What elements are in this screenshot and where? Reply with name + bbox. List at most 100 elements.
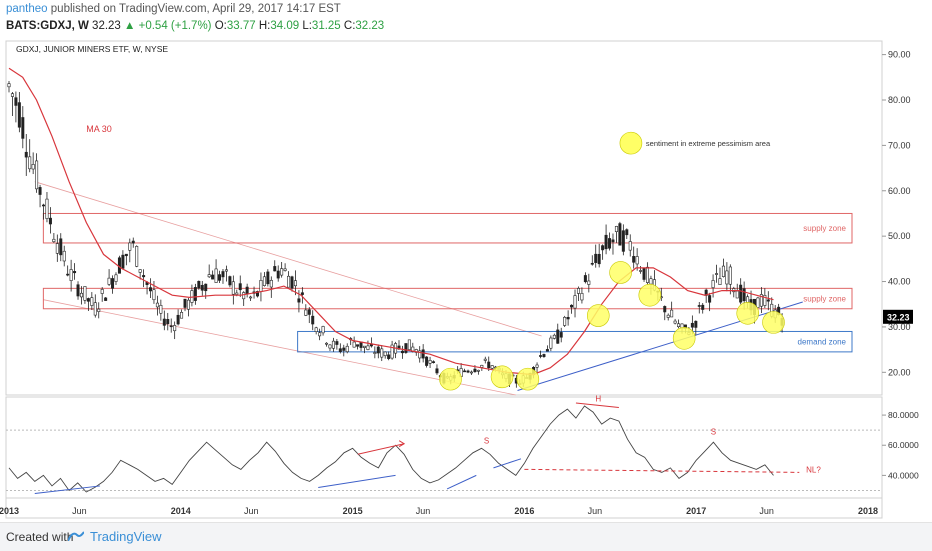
candle-body: [362, 345, 366, 348]
ma-label: MA 30: [86, 124, 112, 134]
author-link[interactable]: pantheo: [6, 3, 48, 15]
shoulder-left-label: S: [484, 437, 489, 446]
candle-body: [69, 269, 73, 281]
candle-body: [404, 343, 408, 353]
candle-body: [93, 302, 97, 316]
candle-body: [763, 295, 767, 306]
candle-body: [611, 239, 615, 243]
oscillator-trendline: [446, 474, 477, 490]
sentiment-marker: [439, 367, 462, 391]
candle-body: [183, 298, 187, 308]
candle-body: [128, 242, 132, 251]
candle-body: [480, 364, 484, 368]
candle-body: [55, 243, 59, 254]
candle-body: [293, 280, 297, 287]
candle-body: [614, 226, 618, 232]
candle-body: [200, 284, 204, 291]
time-tick-label: Jun: [588, 506, 603, 516]
candle-body: [597, 253, 601, 265]
candle-body: [721, 265, 725, 277]
candle-body: [539, 355, 543, 357]
candle-body: [38, 187, 42, 195]
candle-body: [193, 287, 197, 301]
candle-body: [535, 364, 539, 368]
candle-body: [718, 278, 722, 286]
candle-body: [97, 308, 101, 312]
candle-body: [155, 302, 159, 308]
high-label: H:: [258, 20, 271, 32]
candle-body: [473, 368, 477, 373]
price-tick-label: 90.00: [888, 50, 911, 60]
created-with-text: Created with: [6, 530, 74, 544]
time-tick-label: 2014: [171, 506, 191, 516]
candle-body: [73, 271, 77, 274]
candle-body: [428, 359, 432, 364]
last-price-tag: [883, 309, 913, 324]
close-label: C:: [343, 20, 356, 32]
candle-body: [218, 274, 222, 281]
last-price: 32.23: [92, 20, 121, 32]
candle-body: [197, 280, 201, 289]
zone-rect: [297, 330, 853, 353]
candle-body: [166, 319, 170, 325]
candle-body: [24, 151, 28, 158]
time-tick-label: 2013: [0, 506, 19, 516]
candle-body: [287, 275, 291, 288]
candle-body: [587, 280, 591, 285]
candle-body: [142, 275, 146, 278]
candle-body: [224, 269, 228, 272]
candle-body: [766, 299, 770, 302]
candle-body: [380, 348, 384, 358]
candle-body: [628, 241, 632, 251]
candle-body: [31, 164, 35, 170]
candle-body: [711, 280, 715, 288]
candle-body: [21, 117, 25, 139]
candle-body: [76, 284, 80, 297]
price-tick-label: 70.00: [888, 140, 911, 150]
sentiment-marker: [516, 367, 540, 391]
candle-body: [694, 320, 698, 328]
candle-body: [559, 332, 563, 338]
candle-body: [111, 278, 115, 289]
price-tick-label: 20.00: [888, 367, 911, 377]
symbol-label: BATS:GDXJ, W: [6, 20, 89, 32]
candle-body: [325, 342, 329, 345]
candle-body: [621, 230, 625, 252]
candle-body: [100, 289, 104, 294]
last-price-tag-label: 32.23: [887, 312, 910, 322]
price-change: +0.54 (+1.7%): [138, 20, 212, 32]
tradingview-brand-link[interactable]: TradingView: [90, 529, 162, 544]
candle-body: [83, 286, 87, 301]
candle-body: [418, 350, 422, 359]
candle-body: [211, 274, 215, 280]
candle-body: [483, 358, 487, 361]
candle-body: [62, 250, 66, 262]
candle-body: [735, 290, 739, 299]
price-chart[interactable]: GDXJ, JUNIOR MINERS ETF, W, NYSE 90.00 80.…: [0, 0, 932, 522]
candle-body: [331, 340, 335, 349]
candle-body: [10, 93, 14, 97]
oscillator-tick-label: 60.0000: [888, 440, 919, 450]
candle-body: [231, 281, 235, 295]
candle-body: [66, 273, 70, 276]
candle-body: [583, 275, 587, 283]
candle-body: [590, 262, 594, 265]
neckline: [524, 468, 800, 473]
sentiment-marker: [672, 326, 696, 350]
candle-body: [280, 268, 284, 276]
price-pane: [5, 40, 883, 396]
candle-body: [176, 314, 180, 325]
symbol-info: BATS:GDXJ, W 32.23 ▲ +0.54 (+1.7%) O:33.…: [6, 20, 384, 32]
channel-lower-line: [43, 299, 516, 396]
candle-body: [383, 351, 387, 357]
candle-body: [90, 297, 94, 306]
open-label: O:: [214, 20, 227, 32]
candle-body: [152, 289, 156, 301]
up-arrow-icon: ▲: [124, 20, 136, 32]
candle-body: [173, 325, 177, 332]
candle-body: [235, 292, 239, 295]
chart-title: GDXJ, JUNIOR MINERS ETF, W, NYSE: [16, 44, 168, 54]
low-value: 31.25: [311, 20, 341, 32]
price-tick-label: 80.00: [888, 95, 911, 105]
candle-body: [356, 344, 360, 347]
